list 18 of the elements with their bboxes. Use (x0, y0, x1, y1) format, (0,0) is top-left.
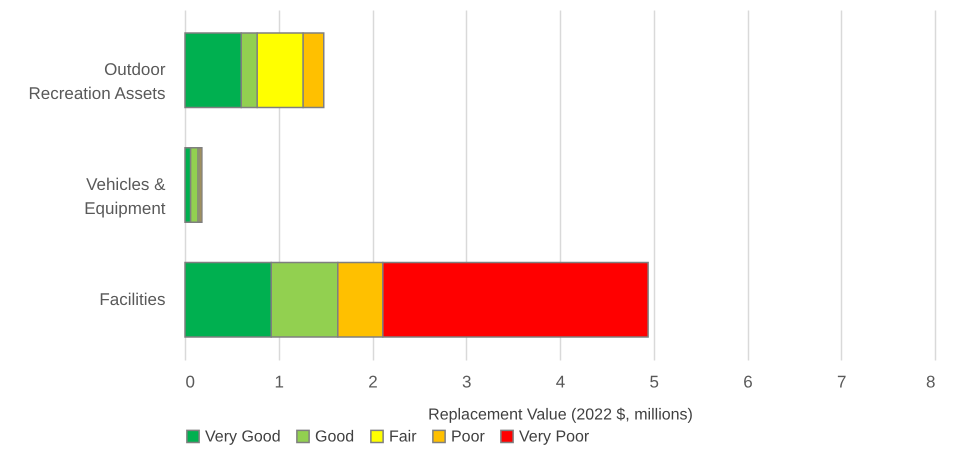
x-axis-title: Replacement Value (2022 $, millions) (428, 406, 693, 424)
legend-label: Fair (389, 428, 418, 446)
x-tick-label: 5 (650, 372, 659, 392)
y-tick-label: Vehicles & Equipment (84, 175, 166, 218)
x-tick-label: 0 (186, 372, 195, 392)
x-tick-label: 4 (556, 372, 566, 392)
legend-label: Very Good (205, 428, 281, 446)
x-tick-label: 3 (462, 372, 472, 392)
legend-label: Poor (451, 428, 486, 446)
legend-label: Good (315, 428, 354, 446)
x-tick-label: 1 (274, 372, 284, 392)
y-tick-label: Facilities (99, 290, 166, 309)
x-tick-label: 8 (926, 372, 936, 392)
legend-label: Very Poor (519, 428, 590, 446)
x-tick-label: 7 (837, 372, 846, 392)
x-tick-label: 6 (743, 372, 753, 392)
x-tick-label: 2 (368, 372, 378, 392)
y-tick-label: Outdoor Recreation Assets (28, 60, 166, 104)
